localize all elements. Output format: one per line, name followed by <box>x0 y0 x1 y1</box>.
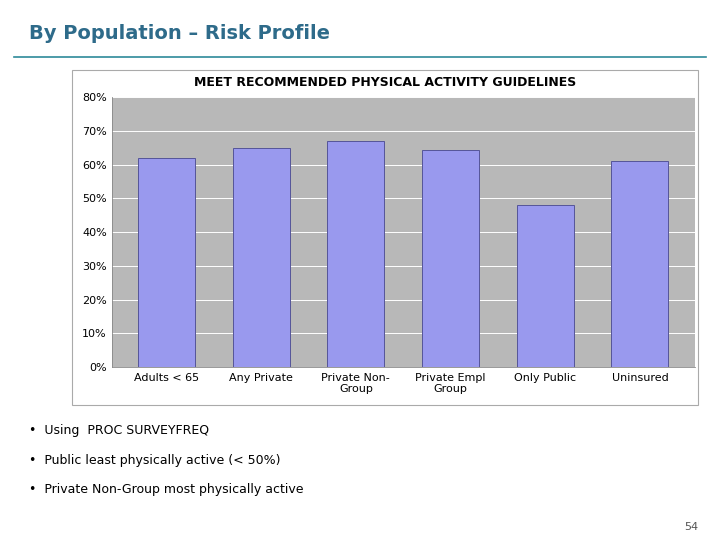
Text: •  Public least physically active (< 50%): • Public least physically active (< 50%) <box>29 454 280 467</box>
Text: •  Private Non-Group most physically active: • Private Non-Group most physically acti… <box>29 483 303 496</box>
Text: •  Using  PROC SURVEYFREQ: • Using PROC SURVEYFREQ <box>29 424 209 437</box>
Bar <box>517 205 574 367</box>
Text: MEET RECOMMENDED PHYSICAL ACTIVITY GUIDELINES: MEET RECOMMENDED PHYSICAL ACTIVITY GUIDE… <box>194 76 576 89</box>
Bar <box>138 158 195 367</box>
Bar <box>328 141 384 367</box>
Bar <box>611 161 668 367</box>
Text: By Population – Risk Profile: By Population – Risk Profile <box>29 24 330 43</box>
Text: 54: 54 <box>684 522 698 532</box>
Bar <box>422 150 479 367</box>
Bar <box>233 148 289 367</box>
